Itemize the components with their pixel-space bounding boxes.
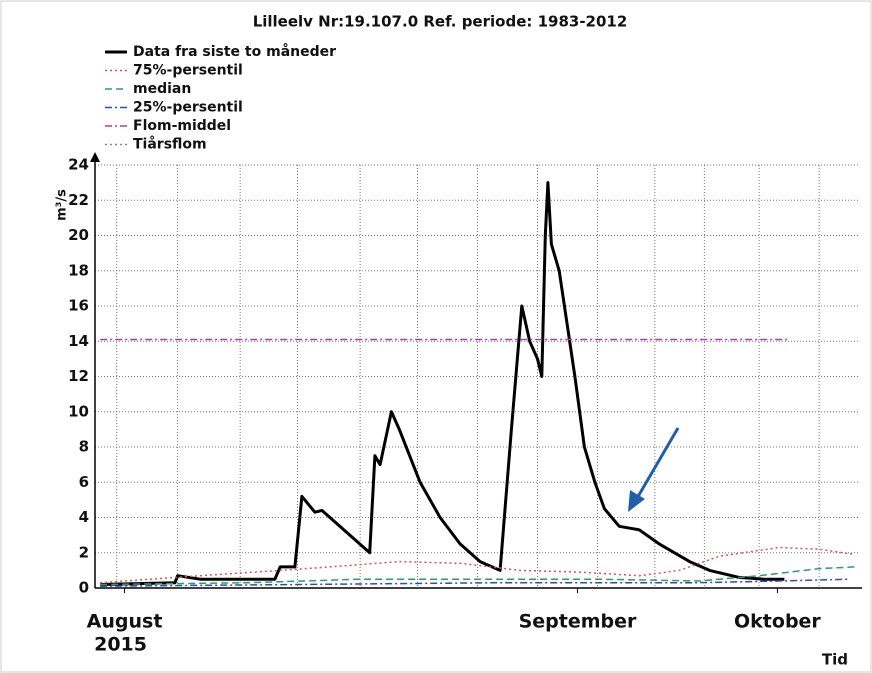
annotation-arrow xyxy=(634,427,680,501)
y-tick-label: 18 xyxy=(68,261,89,279)
x-tick-label: August xyxy=(87,611,163,633)
legend-label: Tiårsflom xyxy=(133,136,207,153)
y-axis-arrow xyxy=(90,152,100,162)
y-tick-label: 8 xyxy=(79,438,89,456)
y-tick-label: 2 xyxy=(79,543,89,561)
y-tick-label: 22 xyxy=(68,191,89,209)
series-line xyxy=(100,546,855,584)
series-line xyxy=(100,578,850,587)
series-line xyxy=(100,566,855,586)
y-axis-label: m³/s xyxy=(55,189,70,221)
legend-label: Data fra siste to måneder xyxy=(133,43,336,60)
x-tick-label: September xyxy=(519,611,637,633)
legend-label: Flom-middel xyxy=(133,118,231,134)
x-tick-year: 2015 xyxy=(94,634,147,656)
lines xyxy=(100,181,855,587)
legend: Data fra siste to måneder 75%-persentil me… xyxy=(105,43,336,153)
series-line xyxy=(100,181,785,586)
y-tick-label: 16 xyxy=(68,297,89,315)
y-tick-label: 14 xyxy=(68,332,89,350)
y-tick-label: 4 xyxy=(79,508,89,526)
y-tick-label: 12 xyxy=(68,367,89,385)
annotation-arrowhead xyxy=(628,490,645,512)
y-tick-label: 6 xyxy=(79,473,89,491)
grid: 024681012141618202224August2015September… xyxy=(68,156,860,656)
y-tick-label: 24 xyxy=(68,156,89,174)
y-tick-label: 10 xyxy=(68,402,89,420)
chart-title: Lilleelv Nr:19.107.0 Ref. periode: 1983-… xyxy=(253,13,628,31)
legend-label: 75%-persentil xyxy=(133,63,243,79)
legend-label: 25%-persentil xyxy=(133,100,243,116)
y-tick-label: 20 xyxy=(68,226,89,244)
x-axis-label: Tid xyxy=(822,651,848,669)
x-tick-label: Oktober xyxy=(734,611,821,633)
y-tick-label: 0 xyxy=(79,579,89,597)
legend-label: median xyxy=(133,81,191,97)
